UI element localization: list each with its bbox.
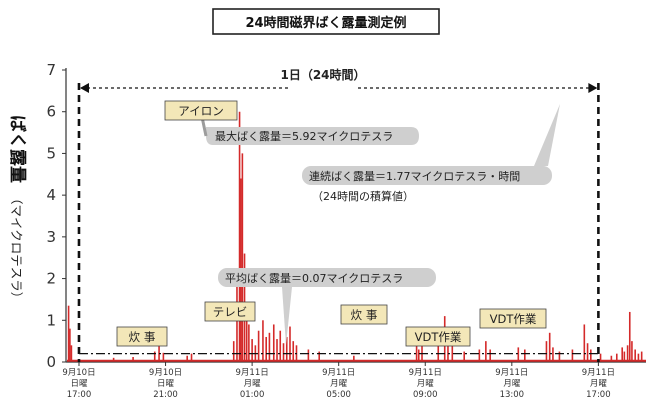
x-tick-label: 月曜	[417, 379, 435, 389]
svg-text:炊 事: 炊 事	[129, 330, 156, 344]
x-tick-label: 日曜	[70, 379, 88, 389]
event-label-cooking-1: 炊 事	[116, 326, 168, 347]
x-tick-label: 9月11日	[582, 368, 615, 378]
cumulative-note-text: （24時間の積算値）	[312, 189, 414, 203]
x-tick-label: 9月11日	[495, 368, 528, 378]
y-tick-label: 3	[46, 228, 56, 246]
x-tick-label: 月曜	[244, 379, 262, 389]
cumulative-callout-text: 連続ばく露量＝1.77マイクロテスラ・時間	[309, 169, 520, 183]
axis-ticks: 012345679月10日日曜17:009月10日日曜21:009月11日月曜0…	[46, 61, 615, 400]
event-label-cooking-2: 炊 事	[340, 304, 388, 325]
event-label-vdt-1: VDT作業	[405, 326, 471, 347]
average-callout-text: 平均ばく露量＝0.07マイクロテスラ	[225, 272, 403, 285]
y-tick-label: 6	[46, 103, 56, 121]
svg-text:VDT作業: VDT作業	[490, 312, 537, 326]
y-axis-label: ばく露量 （マイクロテスラ）	[7, 115, 28, 304]
chart-overlays	[77, 83, 600, 362]
x-tick-label: 9月11日	[409, 368, 442, 378]
max-callout: 最大ばく露量＝5.92マイクロテスラ	[199, 111, 419, 145]
svg-text:テレビ: テレビ	[213, 305, 248, 319]
x-tick-label: 21:00	[153, 390, 178, 400]
y-axis-label-main: ばく露量	[7, 115, 28, 183]
x-tick-label: 日曜	[157, 379, 175, 389]
average-callout: 平均ばく露量＝0.07マイクロテスラ	[218, 268, 436, 345]
y-tick-label: 0	[46, 353, 56, 371]
svg-text:アイロン: アイロン	[178, 104, 223, 118]
x-tick-label: 月曜	[503, 379, 521, 389]
x-tick-label: 09:00	[413, 390, 438, 400]
max-callout-text: 最大ばく露量＝5.92マイクロテスラ	[215, 129, 393, 143]
x-tick-label: 01:00	[240, 390, 265, 400]
y-tick-label: 4	[46, 186, 56, 204]
axes	[65, 68, 646, 363]
span-arrow-right-head	[588, 83, 598, 93]
event-label-iron: アイロン	[164, 100, 238, 121]
x-tick-label: 17:00	[586, 390, 611, 400]
x-tick-label: 13:00	[500, 390, 525, 400]
x-tick-label: 9月11日	[236, 368, 269, 378]
title-box	[212, 8, 440, 35]
y-tick-label: 5	[46, 144, 56, 162]
x-tick-label: 17:00	[67, 390, 92, 400]
x-tick-label: 月曜	[590, 379, 608, 389]
span-label: 1日（24時間）	[280, 67, 365, 82]
cumulative-callout: 連続ばく露量＝1.77マイクロテスラ・時間 （24時間の積算値）	[302, 104, 560, 203]
x-tick-label: 9月10日	[149, 368, 182, 378]
x-tick-label: 月曜	[330, 379, 348, 389]
span-arrow-left-head	[79, 83, 89, 93]
svg-text:炊 事: 炊 事	[351, 308, 378, 322]
y-tick-label: 7	[46, 61, 56, 79]
svg-text:VDT作業: VDT作業	[415, 330, 462, 344]
y-tick-label: 2	[46, 270, 56, 288]
x-tick-label: 9月10日	[62, 368, 95, 378]
event-label-vdt-2: VDT作業	[479, 308, 547, 329]
x-tick-label: 9月11日	[322, 368, 355, 378]
event-label-tv: テレビ	[204, 301, 256, 322]
y-tick-label: 1	[46, 311, 56, 329]
x-tick-label: 05:00	[326, 390, 351, 400]
chart-title: 24時間磁界ばく露量測定例	[245, 15, 406, 31]
y-axis-label-unit: （マイクロテスラ）	[9, 192, 24, 304]
